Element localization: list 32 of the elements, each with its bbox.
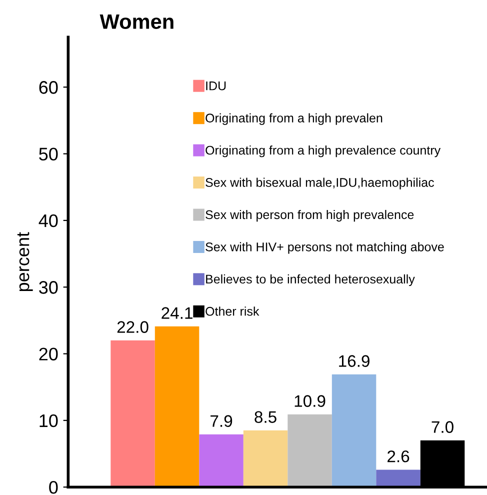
y-tick-label: 50 bbox=[39, 148, 58, 160]
legend-label: IDU bbox=[206, 82, 226, 90]
bar bbox=[110, 340, 155, 488]
data-label: 2.6 bbox=[388, 450, 410, 462]
data-label: 22.0 bbox=[117, 321, 148, 333]
data-label: 7.9 bbox=[210, 415, 232, 427]
y-tick-label: 30 bbox=[39, 281, 58, 294]
bar bbox=[243, 430, 288, 488]
bar bbox=[288, 414, 332, 488]
data-label: 7.0 bbox=[432, 421, 454, 433]
legend-label: Believes to be infected heterosexually bbox=[206, 274, 415, 286]
legend-label: Sex with HIV+ persons not matching above bbox=[206, 242, 444, 254]
data-label: 10.9 bbox=[294, 395, 326, 407]
legend-label: Originating from a high prevalence country bbox=[206, 146, 441, 158]
bar bbox=[376, 470, 420, 488]
data-label: 24.1 bbox=[162, 307, 192, 319]
bar bbox=[199, 434, 244, 488]
legend-label: Originating from a high prevalen bbox=[206, 113, 382, 125]
y-tick-label: 40 bbox=[38, 214, 58, 228]
chart-title: Women bbox=[100, 14, 174, 29]
legend-label: Sex with person from high prevalence bbox=[206, 210, 414, 222]
y-tick-label: 0 bbox=[49, 481, 58, 494]
bar bbox=[332, 374, 376, 488]
data-label: 8.5 bbox=[254, 411, 276, 423]
y-tick-label: 20 bbox=[39, 348, 58, 360]
y-tick-label: 10 bbox=[40, 414, 58, 428]
y-axis-title: percent bbox=[17, 232, 33, 292]
legend-label: Sex with bisexual male,IDU,haemophiliac bbox=[206, 178, 434, 190]
legend-label: Other risk bbox=[206, 306, 260, 316]
data-label: 16.9 bbox=[339, 355, 370, 367]
y-tick-label: 60 bbox=[39, 81, 58, 94]
bar bbox=[154, 326, 200, 488]
